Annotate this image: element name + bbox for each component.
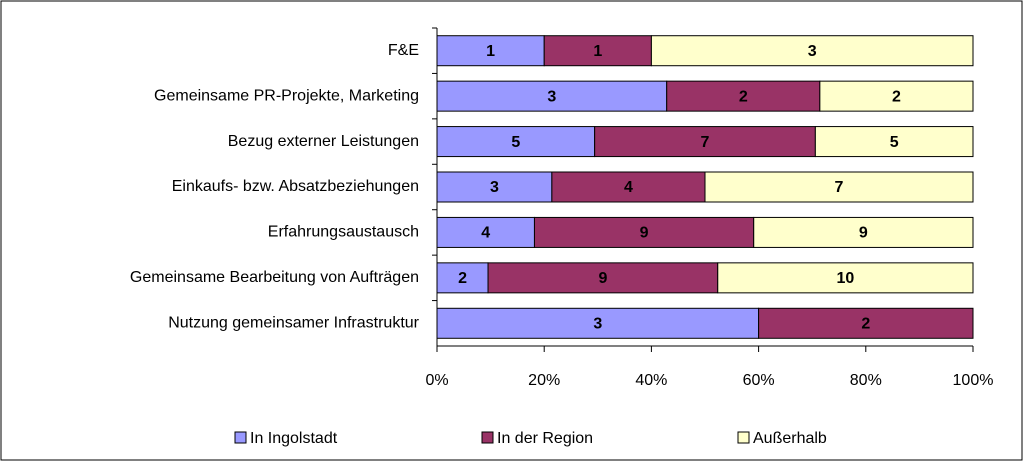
y-tick-label: Gemeinsame PR-Projekte, Marketing xyxy=(154,87,419,104)
legend-label: In Ingolstadt xyxy=(250,430,338,447)
bar-segment xyxy=(436,262,489,294)
data-label: 1 xyxy=(593,43,602,60)
bar-segment xyxy=(436,80,668,112)
bar-segment xyxy=(436,307,760,339)
bar-segment xyxy=(819,80,974,112)
data-label: 2 xyxy=(892,88,901,105)
data-label: 2 xyxy=(739,88,748,105)
bar-segment xyxy=(758,307,974,339)
legend-label: Außerhalb xyxy=(753,430,827,447)
x-tick-label: 100% xyxy=(953,372,994,389)
data-label: 9 xyxy=(640,225,649,242)
data-label: 5 xyxy=(890,134,899,151)
data-label: 2 xyxy=(458,270,467,287)
y-tick-label: Nutzung gemeinsamer Infrastruktur xyxy=(168,315,419,332)
y-tick-label: F&E xyxy=(388,42,419,59)
y-tick-label: Erfahrungsaustausch xyxy=(268,224,419,241)
data-label: 1 xyxy=(486,43,495,60)
data-label: 4 xyxy=(624,179,633,196)
data-label: 3 xyxy=(593,316,602,333)
bar-segment xyxy=(436,216,535,248)
bar-segment xyxy=(594,126,816,158)
data-label: 10 xyxy=(836,270,854,287)
bar-segment xyxy=(543,35,652,67)
bar-segment xyxy=(533,216,755,248)
bar-segment xyxy=(666,80,821,112)
bar-segment xyxy=(753,216,974,248)
bar-segment xyxy=(704,171,974,203)
bar-segment xyxy=(551,171,706,203)
x-tick-label: 0% xyxy=(425,372,448,389)
data-label: 2 xyxy=(861,316,870,333)
bar-segment xyxy=(436,171,553,203)
x-tick-label: 80% xyxy=(850,372,882,389)
data-label: 7 xyxy=(701,134,710,151)
data-label: 4 xyxy=(481,225,490,242)
bar-segment xyxy=(717,262,974,294)
x-tick-label: 20% xyxy=(528,372,560,389)
data-label: 9 xyxy=(859,225,868,242)
legend-swatch xyxy=(234,431,247,444)
data-label: 7 xyxy=(835,179,844,196)
data-label: 3 xyxy=(490,179,499,196)
legend-swatch xyxy=(737,431,750,444)
y-tick-label: Einkaufs- bzw. Absatzbeziehungen xyxy=(172,178,419,195)
y-tick-label: Gemeinsame Bearbeitung von Aufträgen xyxy=(130,269,419,286)
data-label: 3 xyxy=(808,43,817,60)
legend-label: In der Region xyxy=(497,430,593,447)
data-label: 9 xyxy=(598,270,607,287)
bar-segment xyxy=(650,35,974,67)
bar-segment xyxy=(436,126,596,158)
x-tick-label: 60% xyxy=(743,372,775,389)
data-label: 3 xyxy=(547,88,556,105)
bar-segment xyxy=(487,262,719,294)
legend-swatch xyxy=(481,431,494,444)
y-tick-label: Bezug externer Leistungen xyxy=(228,133,419,150)
x-tick-label: 40% xyxy=(635,372,667,389)
data-label: 5 xyxy=(511,134,520,151)
bar-segment xyxy=(814,126,974,158)
